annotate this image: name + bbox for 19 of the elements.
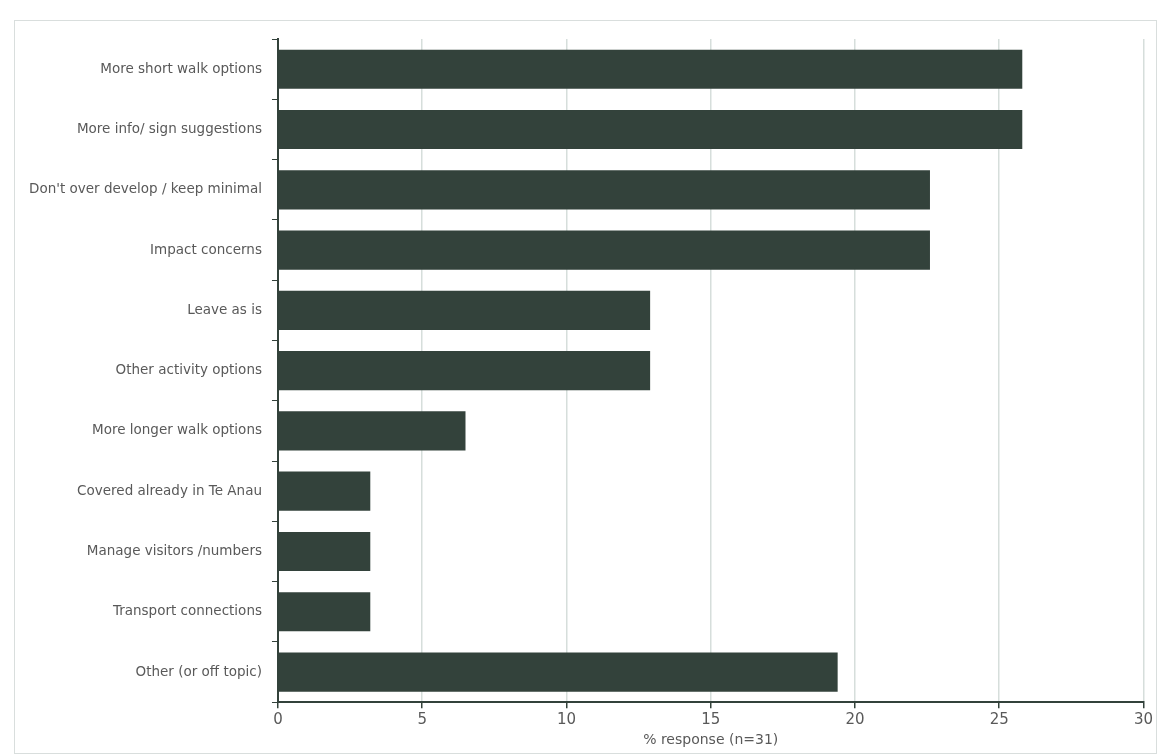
x-tick-label: 0: [273, 710, 283, 729]
y-tick-label: More short walk options: [100, 59, 262, 76]
y-tick-label: Manage visitors /numbers: [86, 542, 262, 558]
y-tick-label: Impact concerns: [150, 240, 262, 257]
y-tick-label: More info/ sign suggestions: [76, 120, 262, 137]
y-tick-label: Don't over develop / keep minimal: [28, 180, 262, 197]
y-tick-label: Covered already in Te Anau: [77, 481, 262, 498]
x-tick-label: 20: [845, 710, 865, 729]
y-tick-label: Transport connections: [111, 602, 262, 619]
y-tick-label: Other activity options: [115, 361, 262, 378]
x-tick-label: 25: [989, 710, 1009, 729]
x-tick-label: 15: [701, 710, 721, 729]
x-tick-label: 5: [417, 710, 427, 729]
y-tick-label: Leave as is: [187, 300, 262, 317]
x-tick-label: 30: [1133, 710, 1153, 729]
x-axis-title: % response (n=31): [643, 731, 779, 748]
y-tick-label: More longer walk options: [92, 421, 262, 438]
x-tick-label: 10: [556, 710, 577, 729]
y-tick-label: Other (or off topic): [135, 662, 262, 679]
